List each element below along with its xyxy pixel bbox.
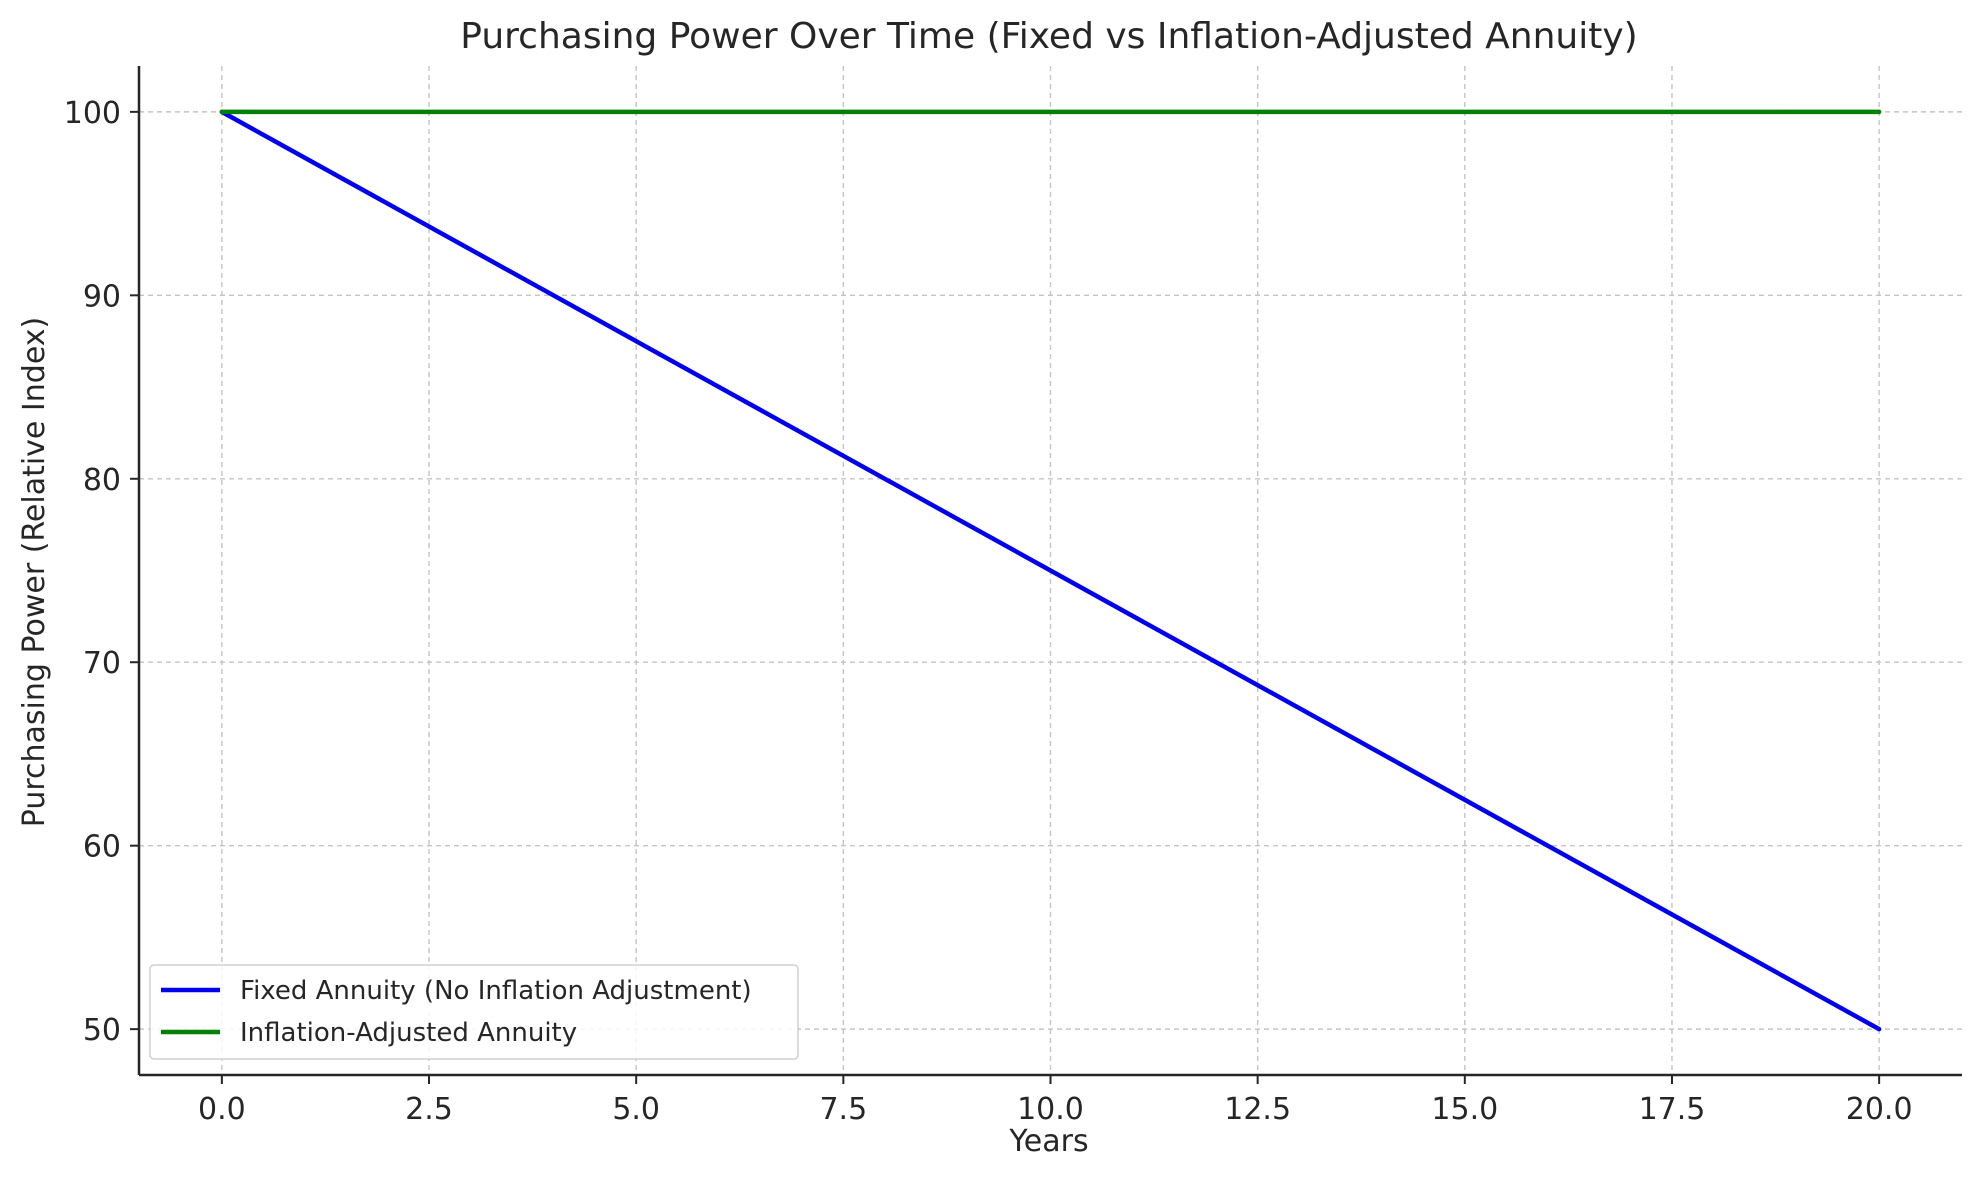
- y-tick-label: 80: [83, 463, 121, 498]
- x-tick-label: 5.0: [612, 1092, 660, 1127]
- x-tick-label: 7.5: [819, 1092, 867, 1127]
- y-tick-label: 60: [83, 830, 121, 865]
- y-tick-label: 70: [83, 646, 121, 681]
- series-line-0: [219, 109, 1882, 1032]
- legend-box: [149, 964, 799, 1060]
- legend-label-0: Fixed Annuity (No Inflation Adjustment): [240, 976, 752, 1006]
- x-tick-label: 12.5: [1224, 1092, 1291, 1127]
- x-tick-label: 20.0: [1846, 1092, 1913, 1127]
- x-tick-label: 2.5: [405, 1092, 453, 1127]
- x-tick-label: 0.0: [198, 1092, 246, 1127]
- y-tick-label: 50: [83, 1013, 121, 1048]
- x-tick-label: 17.5: [1639, 1092, 1706, 1127]
- x-axis-label: Years: [1008, 1124, 1088, 1159]
- y-tick-label: 90: [83, 279, 121, 314]
- legend: Fixed Annuity (No Inflation Adjustment) I…: [149, 964, 799, 1060]
- y-tick-label: 100: [64, 96, 121, 131]
- y-axis-label: Purchasing Power (Relative Index): [17, 317, 52, 827]
- legend-label-1: Inflation-Adjusted Annuity: [240, 1018, 577, 1048]
- x-tick-label: 10.0: [1017, 1092, 1084, 1127]
- ticks-layer: 0.0 2.5 5.0 7.5 10.0 12.5 15.0 17.5 20.0 50 60 70 80…: [64, 96, 1913, 1127]
- x-tick-label: 15.0: [1431, 1092, 1498, 1127]
- chart-title: Purchasing Power Over Time (Fixed vs Inf…: [460, 16, 1637, 57]
- series-layer: [219, 109, 1882, 1032]
